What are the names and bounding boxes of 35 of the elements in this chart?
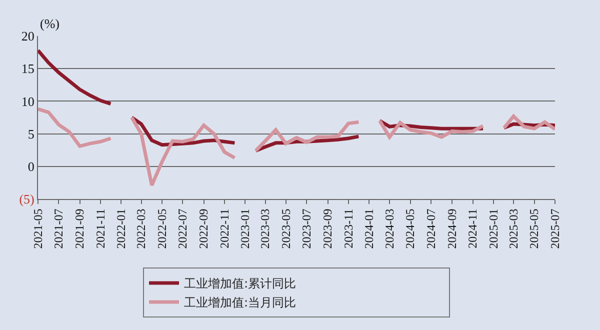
x-tick-label: 2024-07 <box>424 208 438 249</box>
x-tick-label: 2023-11 <box>341 208 356 248</box>
y-tick-label: 0 <box>28 158 34 174</box>
x-tick-label: 2022-01 <box>114 208 128 249</box>
x-tick-label: 2022-11 <box>217 208 232 248</box>
x-tick-label: 2023-09 <box>320 208 335 249</box>
x-tick-label: 2023-03 <box>258 208 272 249</box>
x-tick-label: 2024-09 <box>444 208 459 249</box>
x-tick-label: 2021-05 <box>30 208 45 249</box>
x-tick-label: 2025-01 <box>486 208 500 249</box>
x-tick-label: 2025-07 <box>548 208 562 249</box>
y-tick-label: (5) <box>19 192 34 207</box>
y-tick-label: 5 <box>28 126 34 142</box>
x-tick-label: 2022-03 <box>134 208 148 249</box>
x-tick-label: 2021-11 <box>93 208 108 248</box>
x-tick-label: 2024-01 <box>362 208 376 249</box>
y-tick-label: 10 <box>21 94 34 109</box>
legend-label: 工业增加值:累计同比 <box>184 276 296 291</box>
y-tick-label: 15 <box>21 61 34 76</box>
y-axis-title: (%) <box>40 16 60 31</box>
x-tick-label: 2023-01 <box>238 208 252 249</box>
x-tick-label: 2022-07 <box>176 208 190 249</box>
x-tick-label: 2024-11 <box>466 208 480 248</box>
legend-label: 工业增加值:当月同比 <box>184 296 296 310</box>
x-tick-label: 2022-09 <box>196 208 211 249</box>
x-tick-label: 2024-03 <box>382 208 396 249</box>
x-tick-label: 2023-05 <box>278 208 293 249</box>
x-tick-label: 2025-03 <box>506 208 520 249</box>
x-tick-label: 2022-05 <box>154 208 169 249</box>
x-tick-label: 2021-09 <box>72 208 87 249</box>
y-tick-label: 20 <box>21 28 34 44</box>
x-tick-label: 2021-07 <box>52 208 66 249</box>
x-tick-label: 2024-05 <box>403 208 418 249</box>
x-tick-label: 2025-05 <box>527 208 542 249</box>
x-tick-label: 2023-07 <box>300 208 314 249</box>
